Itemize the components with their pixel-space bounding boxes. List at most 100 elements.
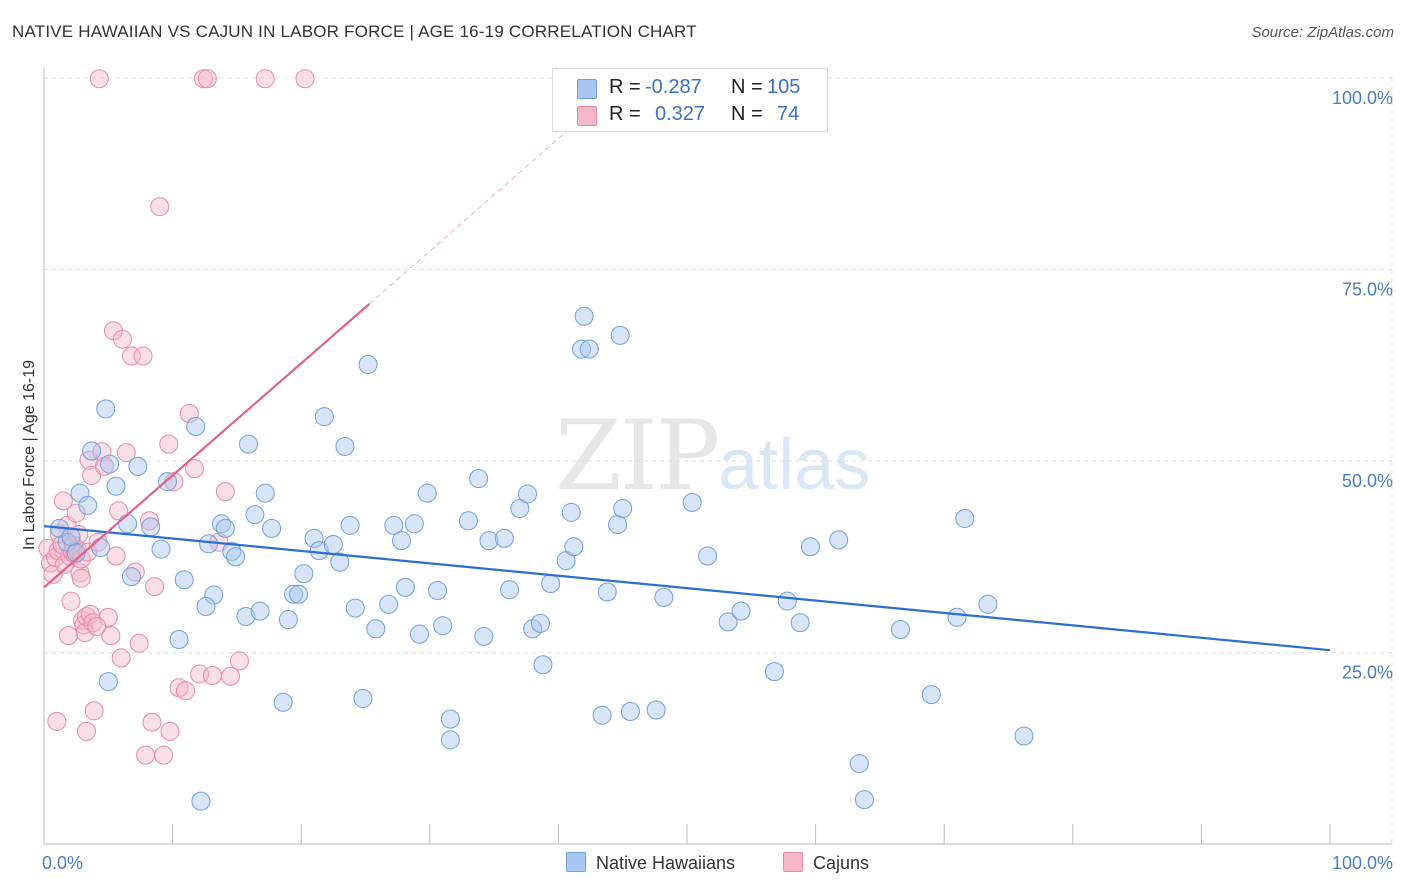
- native-hawaiian-point: [379, 594, 399, 614]
- cajun-point: [184, 459, 204, 479]
- native-hawaiian-point: [255, 483, 275, 503]
- native-hawaiian-point: [278, 610, 298, 630]
- native-hawaiian-point: [829, 530, 849, 550]
- native-hawaiian-point: [479, 531, 499, 551]
- native-hawaiian-point: [353, 688, 373, 708]
- data-points: [38, 69, 1034, 811]
- native-hawaiian-point: [323, 534, 343, 554]
- cajun-point: [89, 69, 109, 89]
- legend-n-value: 105: [767, 76, 801, 98]
- native-hawaiian-point: [98, 672, 118, 692]
- native-hawaiian-point: [340, 515, 360, 535]
- cajun-point: [112, 329, 132, 349]
- native-hawaiian-point: [947, 607, 967, 627]
- native-hawaiian-point: [518, 484, 538, 504]
- legend-n-label: N =: [731, 76, 763, 98]
- native-hawaiian-point: [564, 537, 584, 557]
- native-hawaiian-point: [646, 700, 666, 720]
- native-hawaiian-point: [592, 705, 612, 725]
- cajun-point: [75, 623, 95, 643]
- cajun-point: [295, 69, 315, 89]
- bottom-legend-swatch-blue: [566, 852, 586, 872]
- cajun-point: [160, 721, 180, 741]
- native-hawaiian-point: [196, 597, 216, 617]
- cajun-point: [87, 616, 107, 636]
- axes: [43, 68, 1392, 845]
- bottom-legend-cajuns: Cajuns: [783, 852, 869, 874]
- y-tick-label: 75.0%: [1342, 280, 1393, 300]
- cajun-point: [142, 712, 162, 732]
- cajun-point: [197, 69, 217, 89]
- native-hawaiian-point: [78, 495, 98, 515]
- native-hawaiian-point: [289, 584, 309, 604]
- cajun-point: [76, 721, 96, 741]
- native-hawaiian-point: [70, 483, 90, 503]
- tick-labels: 100.0% 75.0% 50.0% 25.0% 0.0% 100.0%: [42, 88, 1393, 873]
- cajun-point: [109, 501, 129, 521]
- native-hawaiian-point: [800, 537, 820, 557]
- legend-n-label: N =: [731, 103, 763, 125]
- native-hawaiian-point: [854, 790, 874, 810]
- cajun-point: [220, 666, 240, 686]
- native-hawaiian-point: [533, 655, 553, 675]
- cajun-point: [66, 503, 86, 523]
- cajun-point: [150, 197, 170, 217]
- native-hawaiian-point: [682, 492, 702, 512]
- native-hawaiian-point: [262, 518, 282, 538]
- y-tick-label: 50.0%: [1342, 471, 1393, 491]
- native-hawaiian-point: [335, 436, 355, 456]
- cajun-point: [71, 568, 91, 588]
- native-hawaiian-point: [731, 601, 751, 621]
- native-hawaiian-point: [186, 417, 206, 437]
- native-hawaiian-point: [395, 577, 415, 597]
- watermark-atlas: atlas: [718, 425, 871, 505]
- native-hawaiian-point: [458, 511, 478, 531]
- cajun-point: [133, 346, 153, 366]
- cajun-point: [82, 466, 102, 486]
- native-hawaiian-point: [890, 620, 910, 640]
- cajun-point: [121, 346, 141, 366]
- native-hawaiian-point: [151, 539, 171, 559]
- native-hawaiian-point: [579, 339, 599, 359]
- cajun-point: [94, 456, 114, 476]
- native-hawaiian-trend-line: [43, 525, 1331, 652]
- native-hawaiian-point: [764, 662, 784, 682]
- y-axis-title: In Labor Force | Age 16-19: [21, 360, 38, 550]
- native-hawaiian-point: [404, 514, 424, 534]
- cajun-point: [215, 482, 235, 502]
- native-hawaiian-point: [955, 508, 975, 528]
- cajun-point: [40, 553, 60, 573]
- native-hawaiian-point: [91, 538, 111, 558]
- native-hawaiian-point: [215, 518, 235, 538]
- native-hawaiian-point: [698, 546, 718, 566]
- legend-swatch-pink: [577, 106, 597, 126]
- bottom-legend-swatch-pink: [783, 852, 803, 872]
- chart-title: NATIVE HAWAIIAN VS CAJUN IN LABOR FORCE …: [12, 22, 697, 41]
- native-hawaiian-point: [392, 531, 412, 551]
- grid-lines: [44, 77, 1393, 844]
- native-hawaiian-point: [366, 619, 386, 639]
- native-hawaiian-point: [440, 730, 460, 750]
- native-hawaiian-point: [82, 441, 102, 461]
- cajun-trend-line: [43, 303, 371, 589]
- native-hawaiian-point: [1014, 726, 1034, 746]
- native-hawaiian-point: [440, 709, 460, 729]
- cajun-point: [84, 701, 104, 721]
- y-tick-label: 100.0%: [1332, 88, 1393, 108]
- cajun-point: [116, 443, 136, 463]
- cajun-point: [58, 626, 78, 646]
- legend-r-value: -0.287: [645, 76, 702, 98]
- native-hawaiian-point: [384, 515, 404, 535]
- native-hawaiian-point: [572, 339, 592, 359]
- legend-r-value: 0.327: [655, 103, 706, 125]
- native-hawaiian-point: [494, 528, 514, 548]
- native-hawaiian-point: [849, 754, 869, 774]
- native-hawaiian-point: [204, 585, 224, 605]
- native-hawaiian-point: [345, 598, 365, 618]
- native-hawaiian-point: [500, 580, 520, 600]
- trend-lines: [43, 104, 1331, 652]
- x-tick-label-start: 0.0%: [42, 853, 83, 873]
- cajun-point: [202, 665, 222, 685]
- native-hawaiian-point: [474, 626, 494, 646]
- native-hawaiian-point: [574, 306, 594, 326]
